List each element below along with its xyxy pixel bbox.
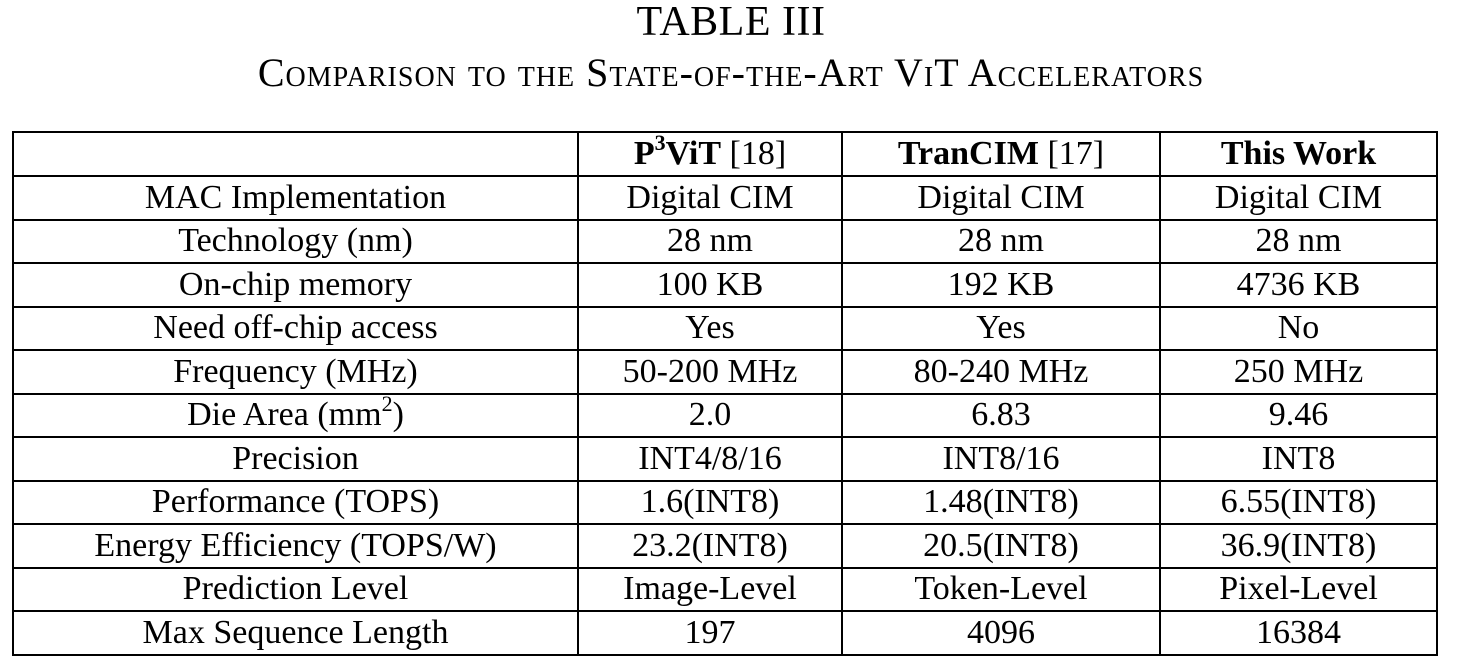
header-p3vit-name: P3ViT bbox=[633, 131, 722, 172]
table-row: Frequency (MHz) 50-200 MHz 80-240 MHz 25… bbox=[12, 349, 1438, 395]
table-row: Die Area (mm2) 2.0 6.83 9.46 bbox=[12, 390, 1438, 438]
cell-trancim: INT8/16 bbox=[841, 436, 1161, 482]
table-row: Prediction Level Image-Level Token-Level… bbox=[12, 566, 1438, 612]
cell-p3vit: 50-200 MHz bbox=[577, 349, 843, 395]
row-label-superscript: 2 bbox=[381, 390, 393, 416]
cell-p3vit: 1.6(INT8) bbox=[577, 479, 843, 525]
cell-p3vit: 100 KB bbox=[577, 262, 843, 308]
row-label: Max Sequence Length bbox=[12, 610, 579, 656]
header-p3vit-name-pre: P bbox=[633, 135, 655, 172]
header-corner-cell bbox=[12, 131, 579, 177]
cell-this-work: 16384 bbox=[1159, 610, 1438, 656]
header-p3vit: P3ViT [18] bbox=[577, 131, 843, 177]
cell-this-work: Digital CIM bbox=[1159, 175, 1438, 221]
row-label: Frequency (MHz) bbox=[12, 349, 579, 395]
header-p3vit-ref: [18] bbox=[721, 135, 787, 172]
header-this-work: This Work bbox=[1159, 131, 1438, 177]
table-row: Max Sequence Length 197 4096 16384 bbox=[12, 610, 1438, 656]
row-label: Performance (TOPS) bbox=[12, 479, 579, 525]
row-label: On-chip memory bbox=[12, 262, 579, 308]
cell-this-work: 250 MHz bbox=[1159, 349, 1438, 395]
cell-trancim: 1.48(INT8) bbox=[841, 479, 1161, 525]
cell-trancim: Token-Level bbox=[841, 566, 1161, 612]
row-label-pre: Die Area (mm bbox=[187, 396, 382, 434]
cell-p3vit: 28 nm bbox=[577, 218, 843, 264]
header-this-work-name: This Work bbox=[1220, 135, 1377, 172]
cell-this-work: Pixel-Level bbox=[1159, 566, 1438, 612]
header-trancim-name: TranCIM bbox=[897, 135, 1039, 172]
row-label: Precision bbox=[12, 436, 579, 482]
cell-trancim: 28 nm bbox=[841, 218, 1161, 264]
row-label: MAC Implementation bbox=[12, 175, 579, 221]
cell-trancim: Yes bbox=[841, 305, 1161, 351]
row-label: Energy Efficiency (TOPS/W) bbox=[12, 523, 579, 569]
row-label: Technology (nm) bbox=[12, 218, 579, 264]
table-row: On-chip memory 100 KB 192 KB 4736 KB bbox=[12, 262, 1438, 308]
table-row: Performance (TOPS) 1.6(INT8) 1.48(INT8) … bbox=[12, 479, 1438, 525]
cell-trancim: 4096 bbox=[841, 610, 1161, 656]
table-header-row: P3ViT [18] TranCIM [17] This Work bbox=[12, 131, 1438, 177]
cell-this-work: 9.46 bbox=[1159, 392, 1438, 438]
header-trancim: TranCIM [17] bbox=[841, 131, 1161, 177]
cell-p3vit: Digital CIM bbox=[577, 175, 843, 221]
cell-p3vit: Yes bbox=[577, 305, 843, 351]
cell-p3vit: 23.2(INT8) bbox=[577, 523, 843, 569]
cell-this-work: No bbox=[1159, 305, 1438, 351]
cell-trancim: 20.5(INT8) bbox=[841, 523, 1161, 569]
table-row: Need off-chip access Yes Yes No bbox=[12, 305, 1438, 351]
row-label: Need off-chip access bbox=[12, 305, 579, 351]
table-row: Precision INT4/8/16 INT8/16 INT8 bbox=[12, 436, 1438, 482]
table-number: TABLE III bbox=[636, 0, 826, 45]
table-title: Comparison to the State-of-the-Art ViT A… bbox=[257, 50, 1205, 95]
table-row: MAC Implementation Digital CIM Digital C… bbox=[12, 175, 1438, 221]
cell-this-work: INT8 bbox=[1159, 436, 1438, 482]
table-row: Energy Efficiency (TOPS/W) 23.2(INT8) 20… bbox=[12, 523, 1438, 569]
cell-trancim: 80-240 MHz bbox=[841, 349, 1161, 395]
cell-this-work: 28 nm bbox=[1159, 218, 1438, 264]
cell-this-work: 6.55(INT8) bbox=[1159, 479, 1438, 525]
row-label-post: ) bbox=[392, 396, 404, 434]
cell-trancim: 192 KB bbox=[841, 262, 1161, 308]
cell-this-work: 36.9(INT8) bbox=[1159, 523, 1438, 569]
cell-p3vit: 2.0 bbox=[577, 392, 843, 438]
table-row: Technology (nm) 28 nm 28 nm 28 nm bbox=[12, 218, 1438, 264]
header-p3vit-name-post: ViT bbox=[665, 135, 722, 172]
cell-p3vit: INT4/8/16 bbox=[577, 436, 843, 482]
row-label: Die Area (mm2) bbox=[12, 390, 579, 438]
header-trancim-ref: [17] bbox=[1038, 135, 1105, 172]
cell-trancim: 6.83 bbox=[841, 392, 1161, 438]
cell-p3vit: Image-Level bbox=[577, 566, 843, 612]
cell-p3vit: 197 bbox=[577, 610, 843, 656]
cell-this-work: 4736 KB bbox=[1159, 262, 1438, 308]
row-label: Prediction Level bbox=[12, 566, 579, 612]
cell-trancim: Digital CIM bbox=[841, 175, 1161, 221]
comparison-table: P3ViT [18] TranCIM [17] This Work MAC Im… bbox=[12, 131, 1438, 656]
header-p3vit-superscript: 3 bbox=[654, 129, 666, 155]
